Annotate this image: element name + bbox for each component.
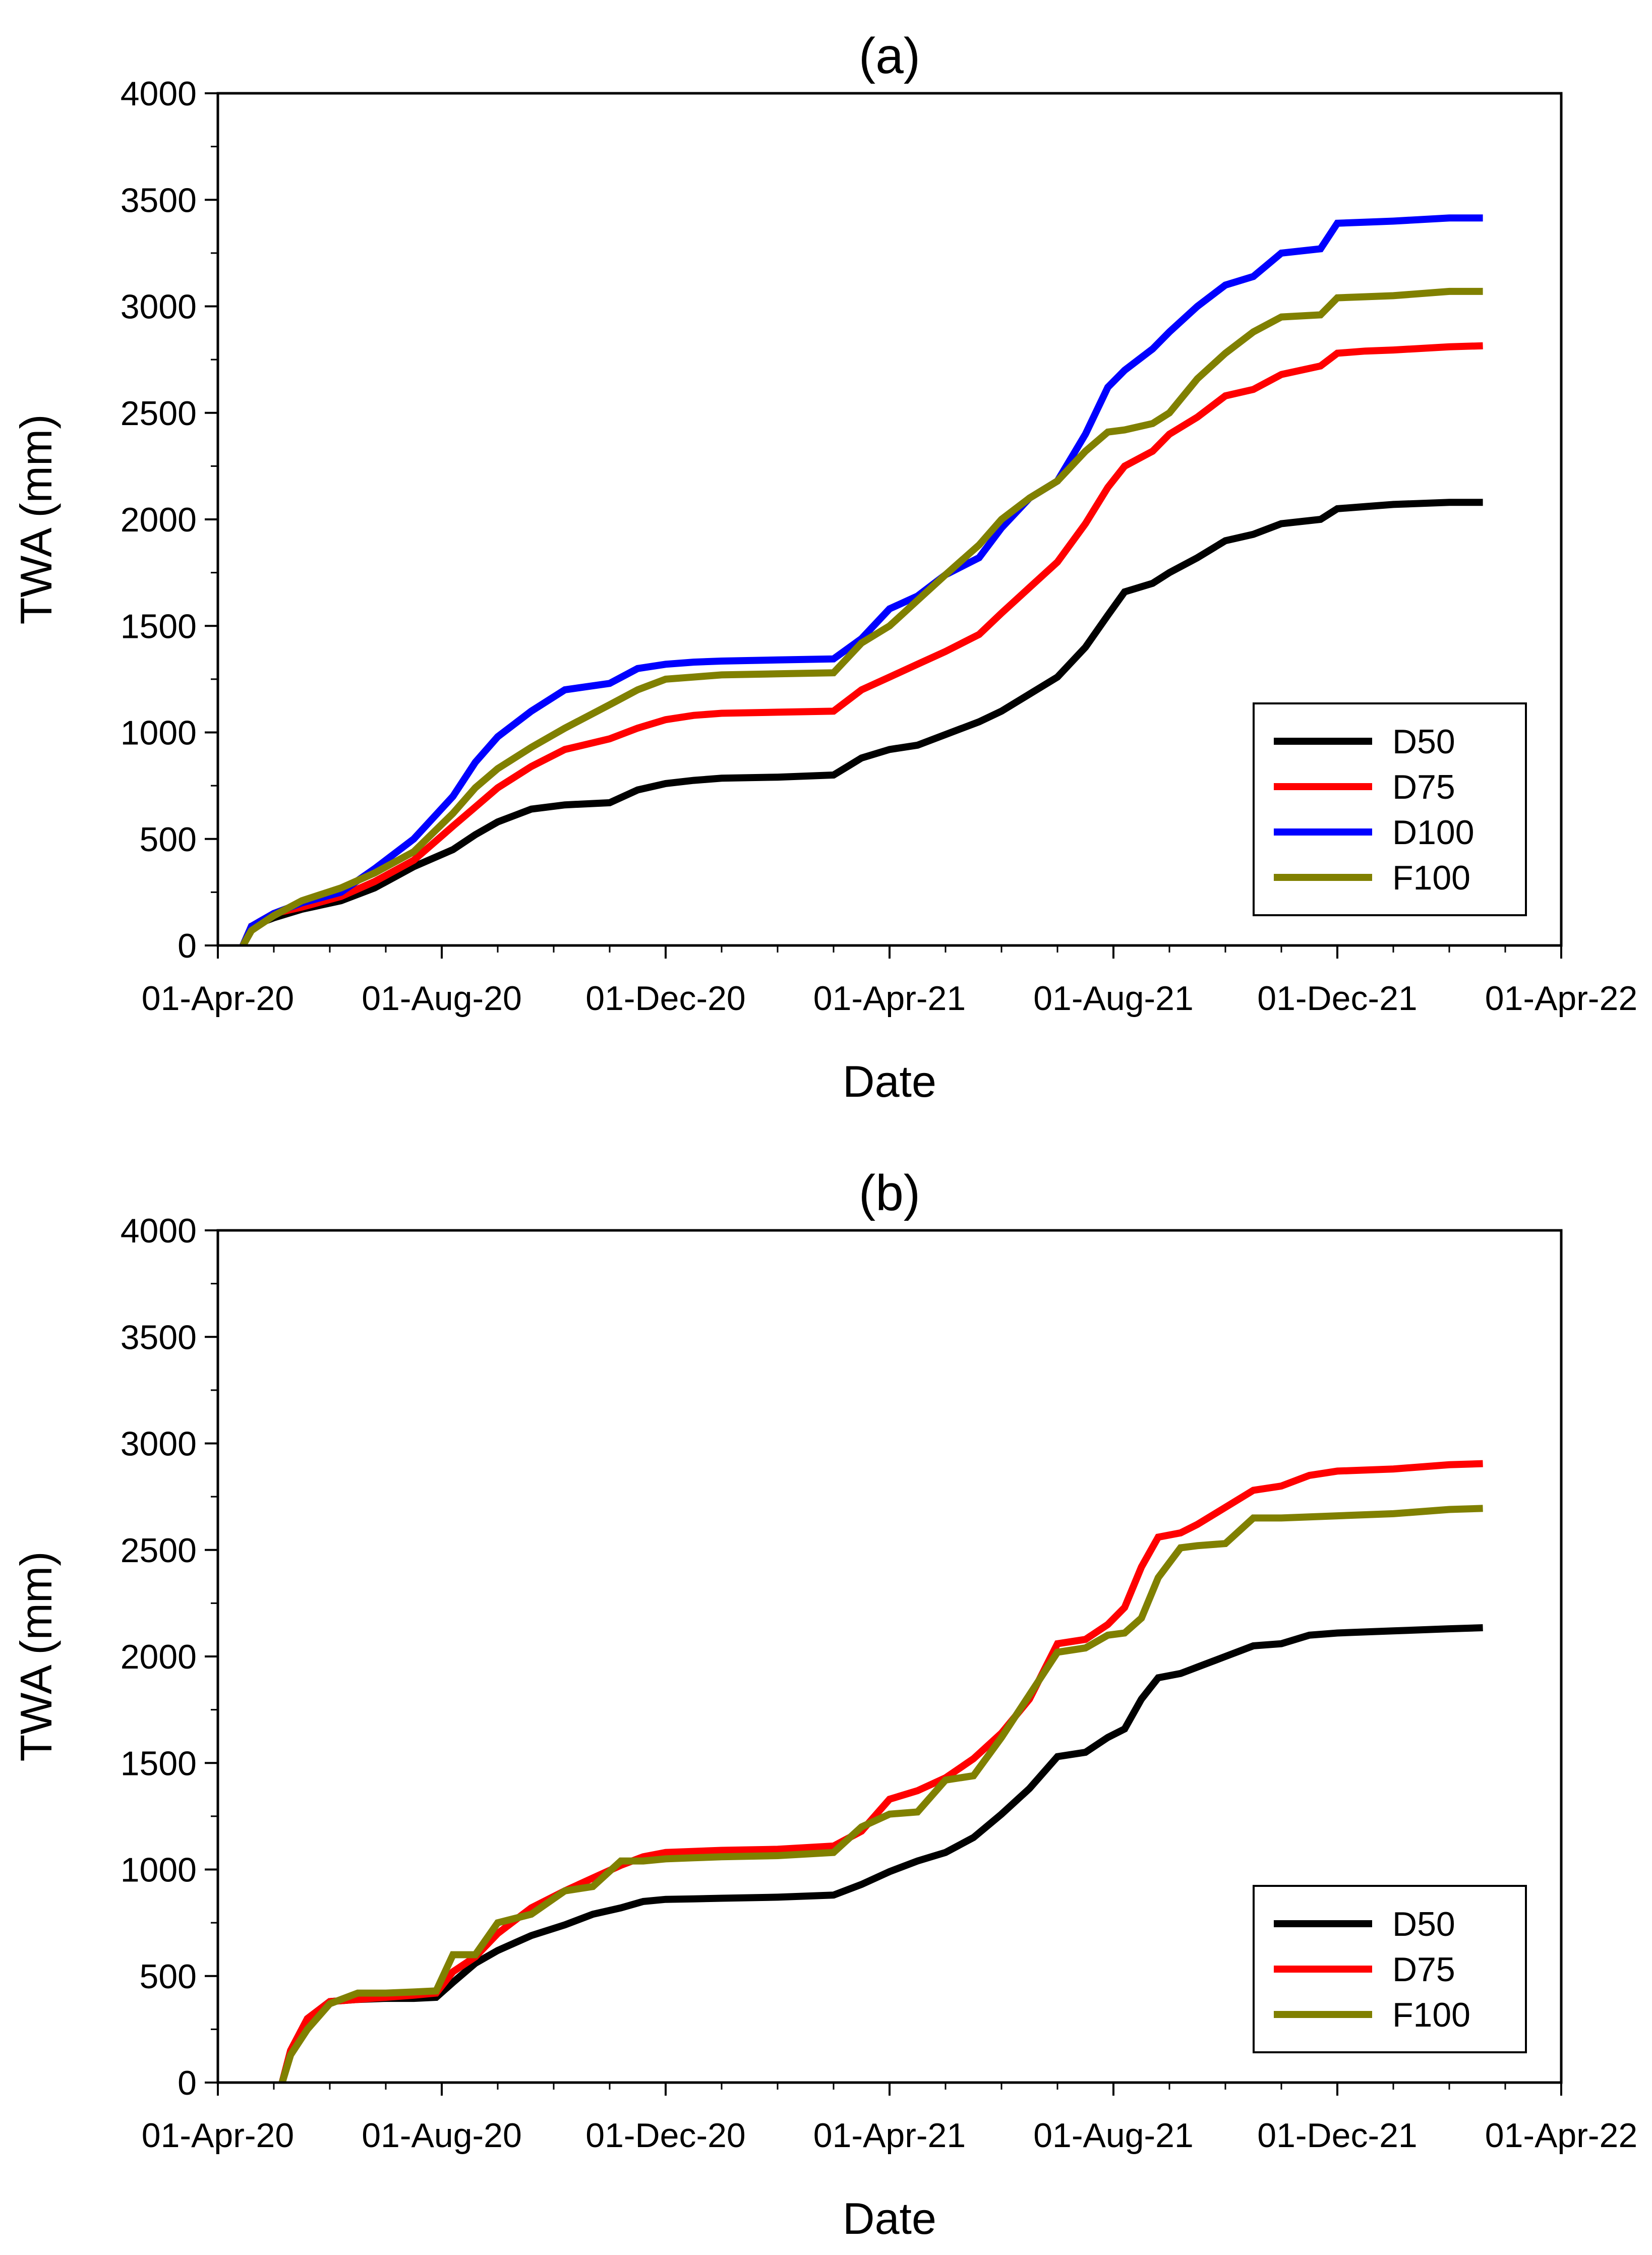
y-tick-label: 2000: [121, 501, 197, 539]
series-line-f100: [240, 287, 1483, 945]
series-group: [278, 1460, 1483, 2083]
plot-frame: [216, 1229, 1563, 2084]
x-tick-label: 01-Dec-20: [585, 979, 746, 1018]
series-group: [240, 214, 1483, 945]
x-tick-label: 01-Aug-21: [1033, 979, 1194, 1018]
y-tick-label: 2500: [121, 1531, 197, 1570]
panel-a: (a) 0 500 1000 1500 2000 2500 3000 3500 4000 01-Ap…: [11, 28, 1637, 1106]
y-tick-label: 4000: [121, 1212, 197, 1250]
x-tick-label: 01-Dec-21: [1257, 2116, 1418, 2155]
legend-label-d50: D50: [1392, 1905, 1455, 1943]
y-tick-label: 1000: [121, 1851, 197, 1889]
legend-label-d100: D100: [1392, 813, 1474, 852]
x-tick-label: 01-Apr-20: [142, 2116, 294, 2155]
x-tick-label: 01-Dec-21: [1257, 979, 1418, 1018]
legend-label-f100: F100: [1392, 1996, 1470, 2034]
series-line-d100: [240, 214, 1483, 945]
y-axis-label: TWA (mm): [11, 414, 61, 624]
chart-title: (b): [859, 1165, 920, 1221]
y-tick-label: 0: [178, 927, 197, 965]
x-tick-label: 01-Aug-20: [362, 979, 522, 1018]
y-tick-label: 500: [140, 1957, 197, 1996]
y-tick-label: 3500: [121, 181, 197, 219]
y-tick-label: 500: [140, 820, 197, 859]
legend-label-d75: D75: [1392, 768, 1455, 806]
y-tick-label: 3500: [121, 1318, 197, 1356]
legend-box: [1253, 702, 1527, 916]
x-tick-label: 01-Apr-21: [813, 979, 966, 1018]
chart-title: (a): [859, 28, 920, 84]
y-tick-label: 0: [178, 2064, 197, 2102]
legend: D50 D75 D100 F100: [1253, 702, 1527, 916]
x-tick-label: 01-Apr-22: [1485, 979, 1637, 1018]
series-line-d50: [240, 499, 1483, 945]
y-tick-label: 3000: [121, 1425, 197, 1463]
x-axis-label: Date: [843, 1056, 936, 1106]
legend-label-d50: D50: [1392, 723, 1455, 761]
x-tick-label: 01-Aug-20: [362, 2116, 522, 2155]
y-tick-label: 1500: [121, 1744, 197, 1783]
series-line-f100: [278, 1505, 1483, 2083]
y-tick-label: 4000: [121, 75, 197, 113]
x-tick-label: 01-Aug-21: [1033, 2116, 1194, 2155]
series-line-d75: [240, 342, 1483, 945]
x-tick-label: 01-Apr-20: [142, 979, 294, 1018]
y-tick-label: 2000: [121, 1638, 197, 1676]
y-tick-label: 1000: [121, 714, 197, 752]
y-tick-label: 2500: [121, 394, 197, 433]
y-tick-label: 1500: [121, 607, 197, 645]
x-tick-label: 01-Apr-21: [813, 2116, 966, 2155]
y-tick-label: 3000: [121, 288, 197, 326]
legend: D50 D75 F100: [1253, 1885, 1527, 2053]
x-tick-label: 01-Apr-22: [1485, 2116, 1637, 2155]
legend-label-d75: D75: [1392, 1950, 1455, 1989]
legend-label-f100: F100: [1392, 859, 1470, 897]
panel-b: (b) 0 500 1000 1500 2000 2500 3000 3500 4000 01-Ap…: [11, 1165, 1637, 2243]
x-axis-label: Date: [843, 2193, 936, 2243]
x-tick-label: 01-Dec-20: [585, 2116, 746, 2155]
plot-frame: [216, 92, 1563, 947]
y-axis-label: TWA (mm): [11, 1551, 61, 1761]
